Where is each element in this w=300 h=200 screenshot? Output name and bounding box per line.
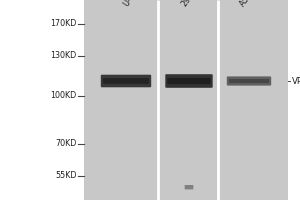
Text: 55KD: 55KD [55, 171, 76, 180]
Bar [84, 0, 288, 200]
FancyBboxPatch shape [229, 79, 269, 83]
Text: A549: A549 [238, 0, 258, 8]
Text: 70KD: 70KD [55, 140, 76, 148]
FancyBboxPatch shape [185, 185, 194, 189]
FancyBboxPatch shape [167, 78, 211, 84]
FancyBboxPatch shape [101, 75, 151, 87]
Text: 170KD: 170KD [50, 20, 76, 28]
Text: VPS39: VPS39 [292, 76, 300, 86]
FancyBboxPatch shape [165, 74, 213, 88]
Text: 130KD: 130KD [50, 51, 76, 60]
Text: U-87MG: U-87MG [122, 0, 147, 8]
Text: 293T: 293T [180, 0, 199, 8]
FancyBboxPatch shape [103, 78, 149, 84]
Text: 100KD: 100KD [50, 92, 76, 100]
FancyBboxPatch shape [227, 76, 271, 86]
